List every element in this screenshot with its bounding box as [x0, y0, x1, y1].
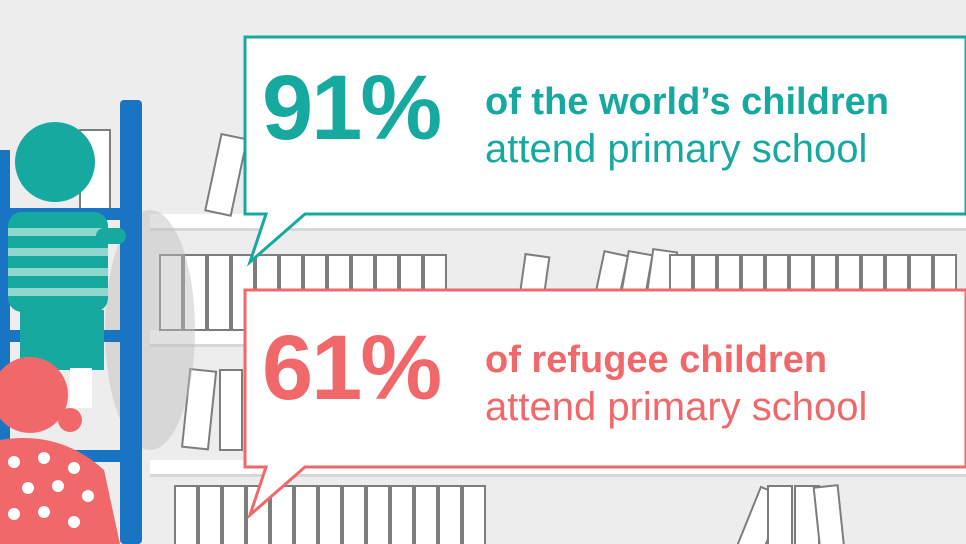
book-spine [183, 254, 207, 331]
book-spine [462, 485, 486, 544]
book-spine [813, 254, 837, 331]
book-spine [318, 485, 342, 544]
child-top-arm [96, 228, 126, 244]
book-spine [717, 254, 741, 331]
book-spine [390, 485, 414, 544]
child-bottom-head [0, 357, 68, 433]
book-spine [812, 484, 848, 544]
book-spine [414, 485, 438, 544]
book-spine [327, 254, 351, 331]
book-spine [231, 254, 255, 331]
shelf-bottom-shadow [150, 474, 966, 477]
book-spine [423, 254, 447, 331]
child-top-illustration [8, 122, 126, 408]
book-spine [204, 132, 249, 217]
shirt-stripe [8, 288, 108, 296]
shelf-top [150, 214, 966, 228]
ladder-rail-right [120, 100, 142, 544]
child-top-leg [70, 368, 92, 408]
book-spine [837, 254, 861, 331]
book-spine [438, 485, 462, 544]
book-spine [669, 254, 693, 331]
shelf-bottom [150, 460, 966, 474]
book-spine [219, 369, 243, 451]
book-spine [342, 485, 366, 544]
book-spine [741, 254, 765, 331]
book-spine [351, 254, 375, 331]
book-spine [222, 485, 246, 544]
book-spine [765, 254, 789, 331]
book-spine [375, 254, 399, 331]
shelf-middle [150, 330, 966, 344]
shelf-top-shadow [150, 228, 966, 231]
book-spine [909, 254, 933, 331]
shirt-stripe [8, 248, 108, 256]
shelf-middle-shadow [150, 344, 966, 347]
book-spine [198, 485, 222, 544]
child-bottom-hair [58, 408, 82, 432]
book-spine [294, 485, 318, 544]
bookshelf [150, 214, 966, 477]
ladder-rail-left [0, 150, 10, 544]
child-top-shirt [8, 212, 108, 312]
book-spine [861, 254, 885, 331]
book-spine [246, 485, 270, 544]
book-spine [693, 254, 717, 331]
book-spine [303, 254, 327, 331]
book-spine [885, 254, 909, 331]
dress-polka-dots [8, 452, 94, 528]
child-bottom-illustration [0, 357, 120, 544]
book-spine [255, 254, 279, 331]
book-spine [399, 254, 423, 331]
book-spine [767, 485, 793, 544]
shirt-stripe [8, 228, 108, 236]
book-spine [270, 485, 294, 544]
book-spine [789, 254, 813, 331]
child-top-head [15, 122, 95, 202]
book-spine [174, 485, 198, 544]
book-spine [933, 254, 957, 331]
shirt-stripe [8, 268, 108, 276]
book-spine [180, 367, 218, 451]
book-spine [366, 485, 390, 544]
book-spine [279, 254, 303, 331]
book-spine [159, 254, 183, 331]
book-spine [207, 254, 231, 331]
book-spine [513, 252, 551, 333]
